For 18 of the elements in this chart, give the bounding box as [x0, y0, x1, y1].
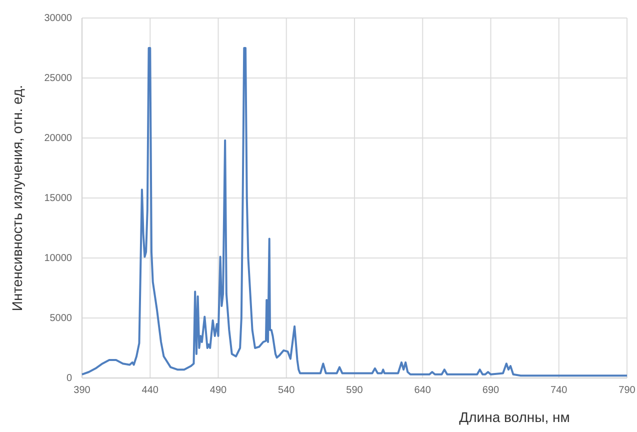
y-tick-label: 25000 — [44, 73, 72, 84]
y-tick-label: 10000 — [44, 253, 72, 264]
x-tick-label: 690 — [482, 385, 500, 396]
y-tick-label: 15000 — [44, 193, 72, 204]
y-tick-label: 5000 — [50, 313, 72, 324]
y-tick-label: 30000 — [44, 13, 72, 24]
y-tick-label: 0 — [66, 373, 72, 384]
x-tick-label: 590 — [346, 385, 364, 396]
x-tick-label: 390 — [74, 385, 91, 396]
x-tick-label: 640 — [414, 385, 432, 396]
x-tick-label: 740 — [550, 385, 568, 396]
y-axis-title: Интенсивность излучения, отн. ед. — [9, 84, 25, 312]
x-tick-label: 540 — [278, 385, 296, 396]
x-tick-label: 790 — [618, 385, 636, 396]
x-tick-label: 440 — [142, 385, 159, 396]
x-tick-label: 490 — [210, 385, 228, 396]
x-axis-title: Длина волны, нм — [459, 409, 570, 425]
y-tick-label: 20000 — [44, 133, 72, 144]
